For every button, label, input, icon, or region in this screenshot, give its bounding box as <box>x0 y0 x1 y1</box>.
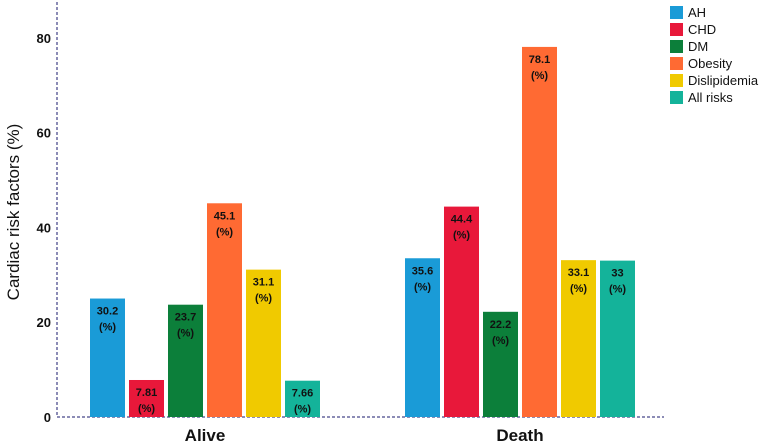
bar-chd-death <box>444 206 479 417</box>
data-label-unit: (%) <box>294 404 311 416</box>
legend-label: All risks <box>688 90 733 105</box>
x-tick-label: Alive <box>185 426 226 445</box>
bar-dm-alive <box>168 304 203 417</box>
legend-swatch <box>670 91 683 104</box>
data-label-unit: (%) <box>138 403 155 415</box>
bar-ah-alive <box>90 298 125 417</box>
y-tick-label: 0 <box>44 410 51 425</box>
data-label-unit: (%) <box>570 283 587 295</box>
data-label: 23.7 <box>175 312 196 324</box>
legend-swatch <box>670 57 683 70</box>
data-label-unit: (%) <box>531 70 548 82</box>
y-tick-label: 20 <box>37 315 51 330</box>
y-tick-label: 60 <box>37 126 51 141</box>
y-axis-label: Cardiac risk factors (%) <box>4 124 23 301</box>
data-label: 35.6 <box>412 265 433 277</box>
bar-dislipidemia-alive <box>246 269 281 417</box>
data-label-unit: (%) <box>216 226 233 238</box>
data-label-unit: (%) <box>255 293 272 305</box>
legend-swatch <box>670 23 683 36</box>
data-label-unit: (%) <box>414 281 431 293</box>
bar-dm-death <box>483 311 518 417</box>
data-label: 7.66 <box>292 388 313 400</box>
data-label: 22.2 <box>490 319 511 331</box>
data-label: 44.4 <box>451 214 473 226</box>
bar-all-risks-death <box>600 260 635 417</box>
legend-label: Dislipidemia <box>688 73 759 88</box>
data-label-unit: (%) <box>177 328 194 340</box>
data-label: 7.81 <box>136 387 157 399</box>
data-label-unit: (%) <box>492 335 509 347</box>
bar-ah-death <box>405 258 440 417</box>
legend: AH CHD DM Obesity Dislipidemia All risks <box>670 5 759 105</box>
y-tick-label: 80 <box>37 31 51 46</box>
legend-label: Obesity <box>688 56 733 71</box>
data-label-unit: (%) <box>99 322 116 334</box>
legend-swatch <box>670 6 683 19</box>
data-label: 45.1 <box>214 210 235 222</box>
bar-all-risks-alive <box>285 380 320 417</box>
bar-obesity-death <box>522 46 557 417</box>
legend-label: AH <box>688 5 706 20</box>
data-label: 33.1 <box>568 267 589 279</box>
legend-label: CHD <box>688 22 716 37</box>
data-label: 31.1 <box>253 277 274 289</box>
y-tick-label: 40 <box>37 220 51 235</box>
bar-dislipidemia-death <box>561 260 596 417</box>
data-label: 30.2 <box>97 306 118 318</box>
x-tick-label: Death <box>496 426 543 445</box>
bar-obesity-alive <box>207 203 242 417</box>
data-label: 33 <box>611 268 623 280</box>
data-label-unit: (%) <box>609 284 626 296</box>
bar-chd-alive <box>129 379 164 417</box>
legend-swatch <box>670 74 683 87</box>
legend-swatch <box>670 40 683 53</box>
legend-label: DM <box>688 39 708 54</box>
data-label-unit: (%) <box>453 230 470 242</box>
data-label: 78.1 <box>529 54 550 66</box>
bars: 30.2 (%) 7.81 (%) 23.7 (%) 45.1 (%) 31.1 (%) 7.66 (… <box>90 46 635 417</box>
